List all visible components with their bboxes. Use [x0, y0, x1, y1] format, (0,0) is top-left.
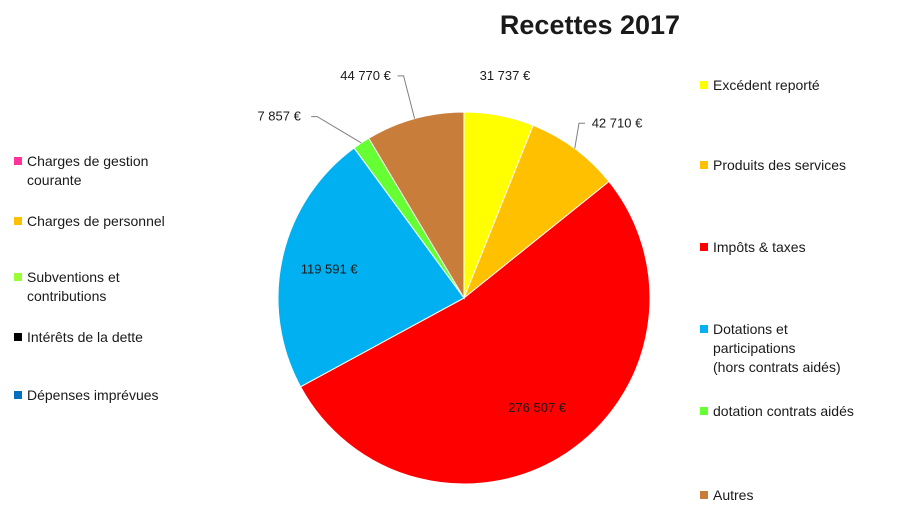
legend-label: Charges de personnel: [27, 213, 165, 229]
legend-item: Charges de gestion courante: [14, 152, 148, 190]
legend-item: Subventions et contributions: [14, 268, 120, 306]
legend-label: Intérêts de la dette: [27, 329, 143, 345]
legend-item: Intérêts de la dette: [14, 328, 143, 347]
slice-value-label: 44 770 €: [340, 68, 391, 83]
legend-label: Subventions et contributions: [27, 269, 120, 304]
legend-swatch: [14, 391, 22, 399]
legend-label: Charges de gestion courante: [27, 153, 149, 188]
pie-slice: [368, 111, 465, 300]
slice-value-label: 31 737 €: [480, 68, 531, 83]
legend-item: Charges de personnel: [14, 212, 165, 231]
legend-label: Dépenses imprévues: [27, 387, 159, 403]
legend-item: Dépenses imprévues: [14, 386, 159, 405]
chart-title: Recettes 2017: [499, 10, 681, 40]
slice-value-label: 42 710 €: [592, 115, 643, 130]
slice-value-label: 276 507 €: [508, 400, 567, 415]
leader-line: [311, 116, 362, 144]
pie-slice: [299, 180, 651, 485]
legend-swatch: [14, 217, 22, 225]
slice-value-label: 7 857 €: [257, 109, 301, 124]
pie-slice: [277, 147, 465, 388]
slice-value-label: 119 591 €: [301, 262, 359, 277]
leader-line: [574, 122, 586, 149]
legend-swatch: [14, 333, 22, 341]
legend-swatch: [14, 273, 22, 281]
expenses-legend: Charges de gestion courante Charges de pe…: [0, 0, 240, 508]
legend-swatch: [14, 157, 22, 165]
pie-slice: [462, 124, 610, 300]
leader-line: [397, 75, 416, 119]
